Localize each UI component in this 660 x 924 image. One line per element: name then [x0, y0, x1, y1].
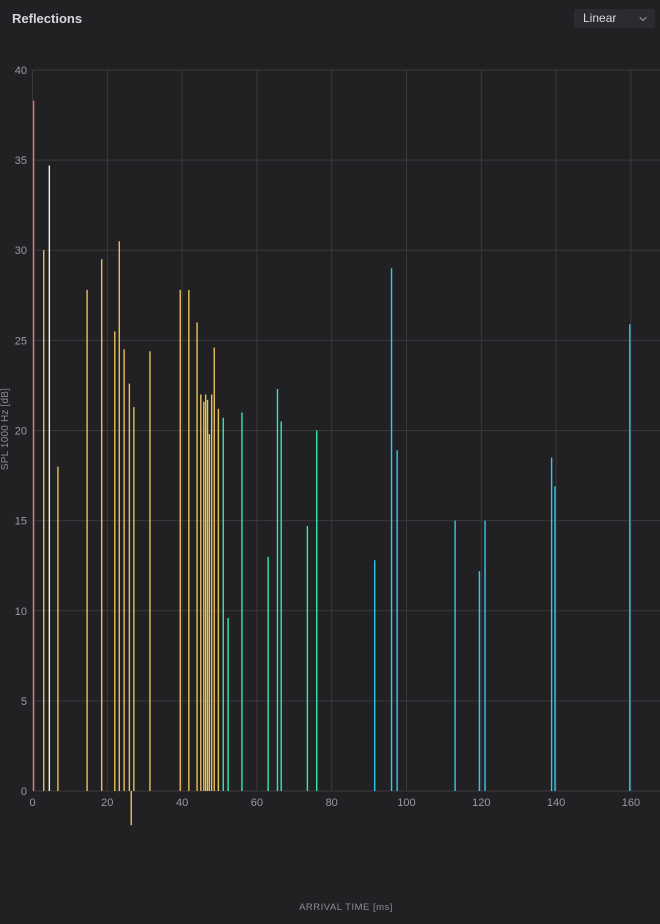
- svg-text:5: 5: [21, 696, 27, 708]
- svg-text:30: 30: [15, 245, 27, 257]
- svg-text:40: 40: [176, 797, 188, 809]
- svg-text:35: 35: [15, 155, 27, 167]
- svg-text:80: 80: [326, 797, 338, 809]
- svg-text:25: 25: [15, 335, 27, 347]
- svg-text:100: 100: [397, 797, 415, 809]
- svg-text:0: 0: [21, 786, 27, 798]
- svg-text:160: 160: [622, 797, 640, 809]
- svg-text:15: 15: [15, 516, 27, 528]
- svg-text:140: 140: [547, 797, 565, 809]
- svg-text:120: 120: [472, 797, 490, 809]
- svg-text:0: 0: [29, 797, 35, 809]
- svg-text:20: 20: [101, 797, 113, 809]
- svg-text:20: 20: [15, 426, 27, 438]
- svg-text:10: 10: [15, 606, 27, 618]
- svg-text:60: 60: [251, 797, 263, 809]
- svg-text:40: 40: [15, 65, 27, 77]
